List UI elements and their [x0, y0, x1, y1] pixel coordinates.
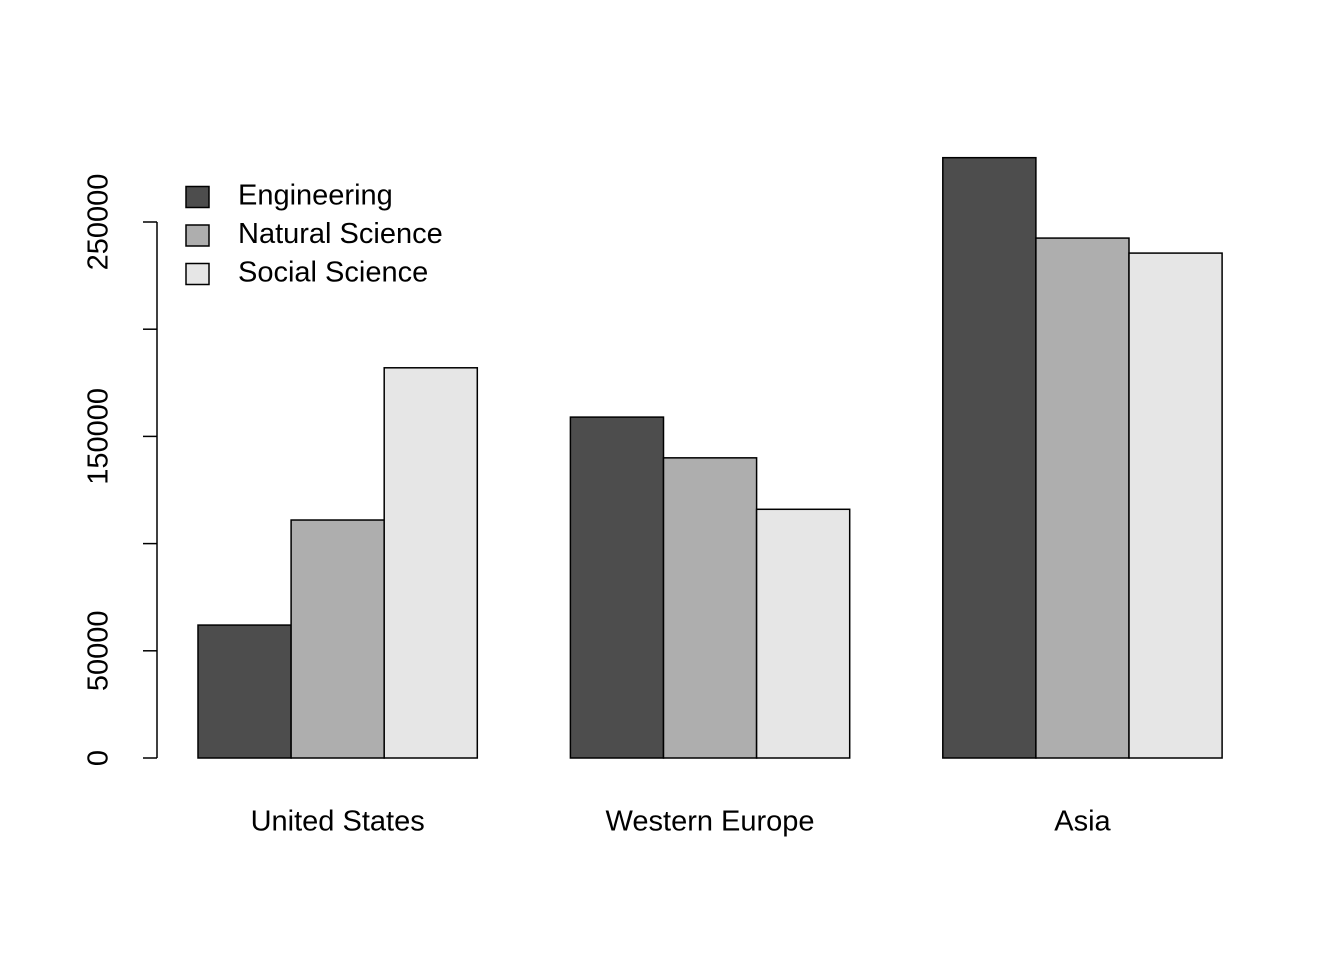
x-tick-label: United States [251, 806, 425, 838]
legend-swatch [185, 224, 210, 247]
y-tick-label: 50000 [83, 610, 115, 691]
bar [1035, 237, 1130, 759]
legend-swatch [185, 185, 210, 209]
bar [755, 508, 851, 759]
bar [942, 156, 1037, 759]
bar [290, 519, 385, 759]
x-tick-label: Western Europe [606, 806, 815, 838]
y-tick-label: 250000 [83, 174, 115, 271]
legend-label: Social Science [238, 257, 428, 289]
bar [197, 624, 292, 759]
y-tick-label: 150000 [83, 388, 115, 485]
legend-label: Natural Science [238, 218, 443, 250]
bar [662, 457, 758, 759]
legend-swatch [185, 262, 210, 286]
bar [383, 367, 479, 759]
x-tick-label: Asia [1054, 806, 1111, 838]
y-tick-label: 0 [83, 750, 115, 766]
legend-label: Engineering [238, 180, 393, 212]
bar [569, 416, 665, 759]
bar [1128, 252, 1223, 759]
